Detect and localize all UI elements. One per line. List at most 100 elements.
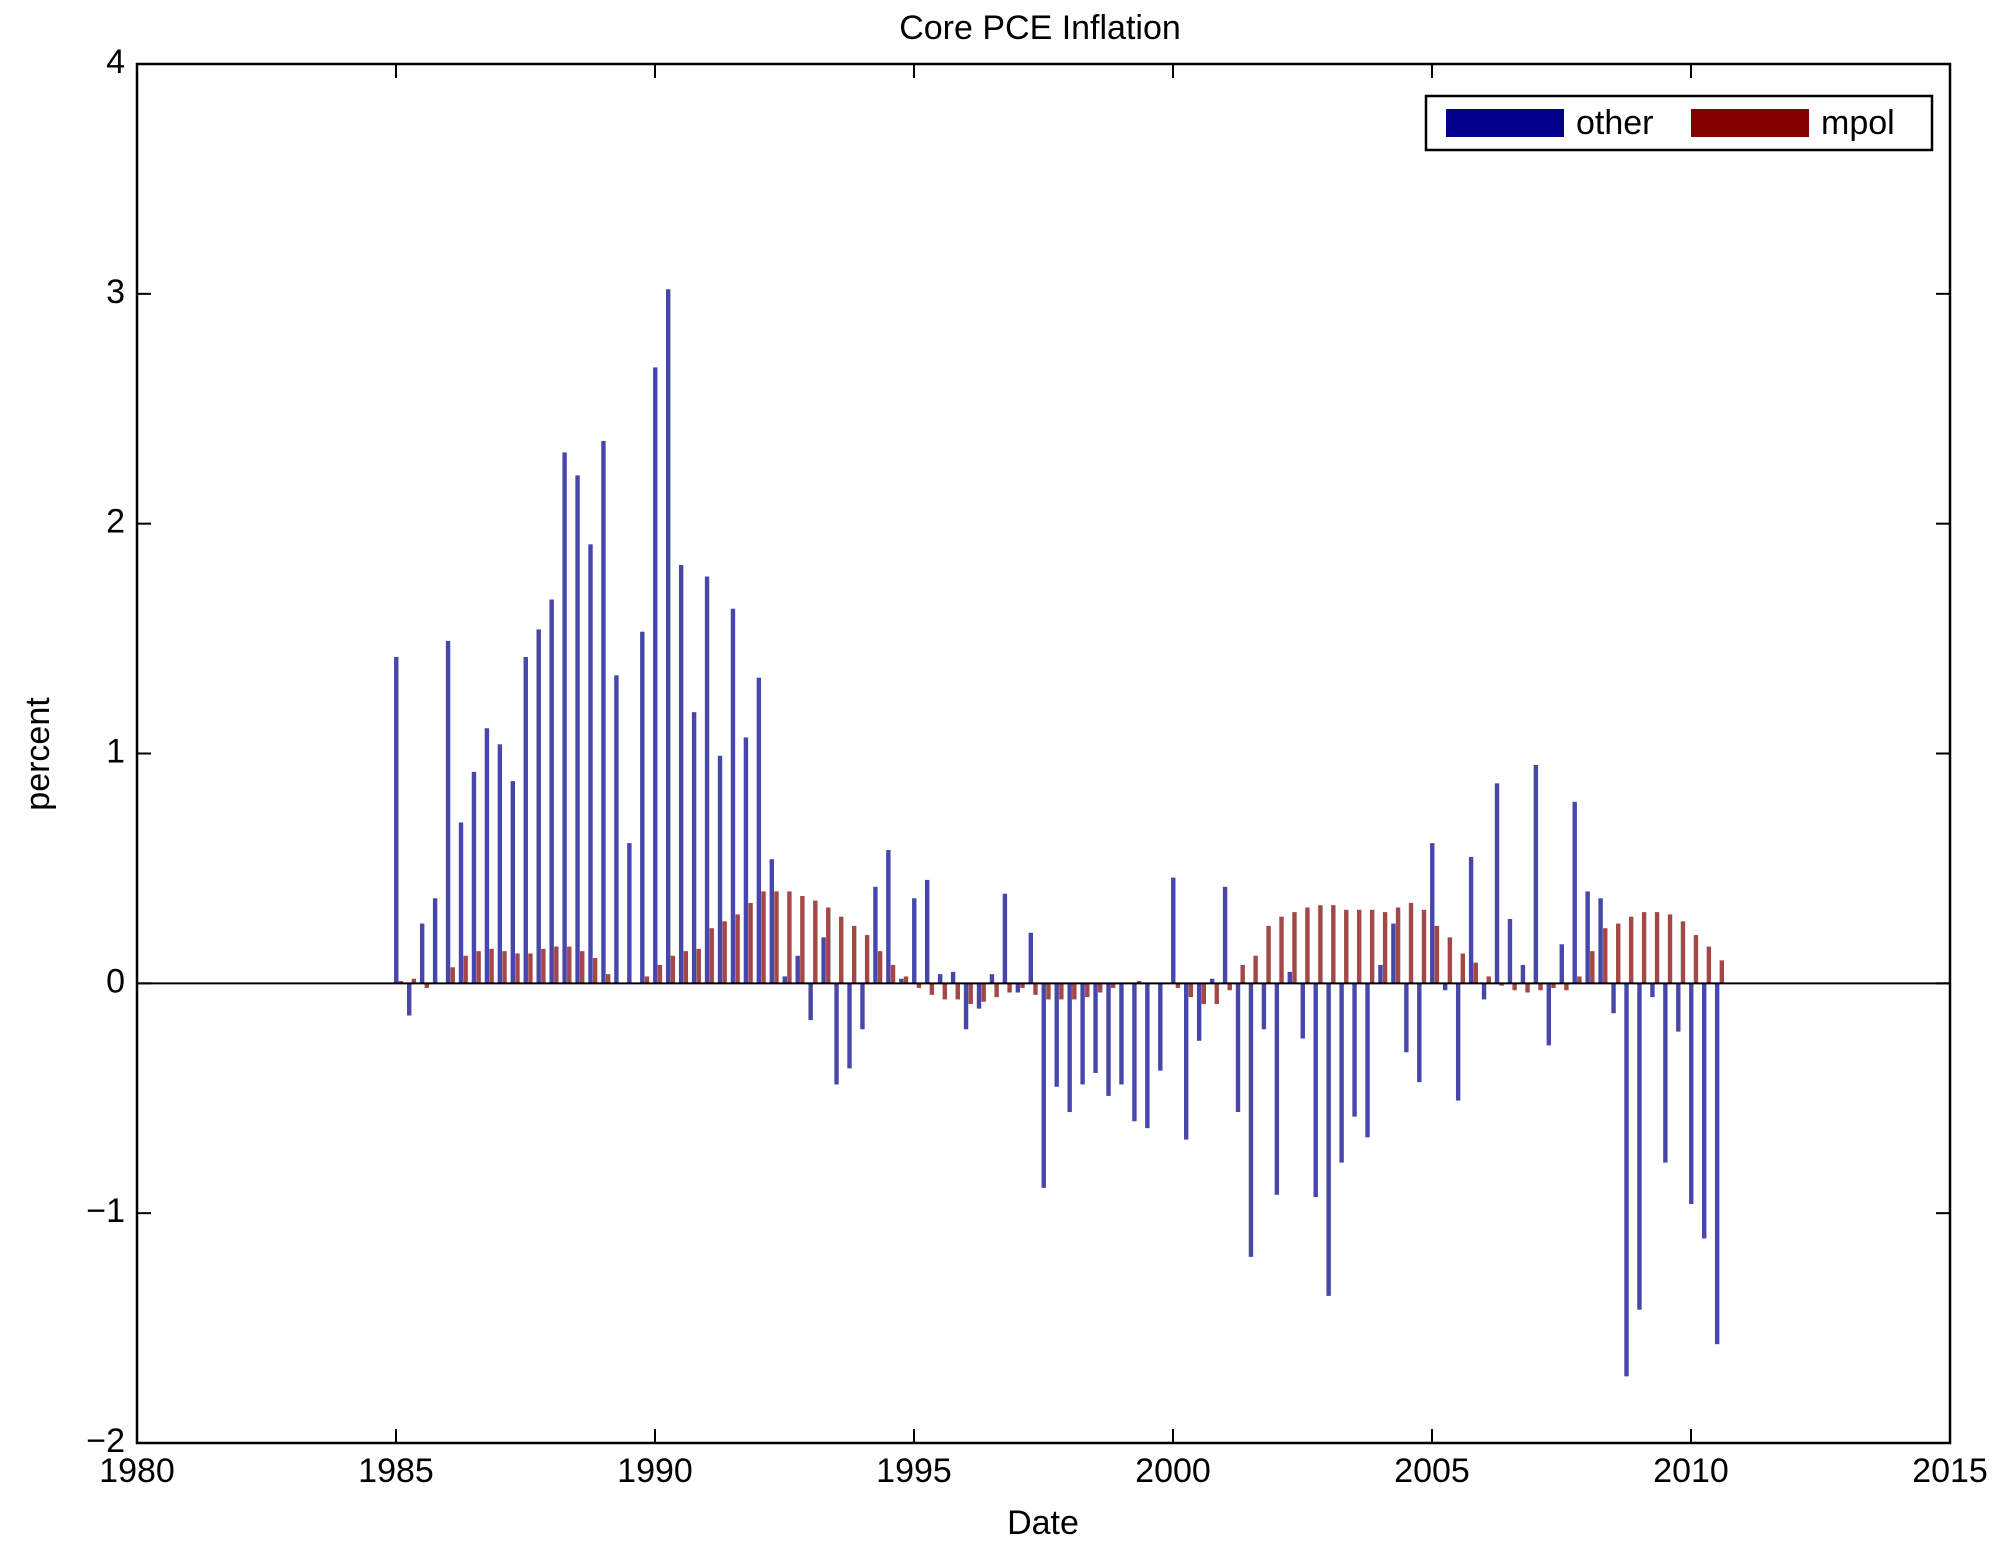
bar [1693, 935, 1699, 984]
bar [1447, 937, 1453, 984]
bar [1235, 983, 1241, 1113]
bar [1486, 976, 1491, 984]
bar [1611, 983, 1616, 1014]
bar [1015, 983, 1021, 993]
bar [497, 744, 503, 984]
bar [1520, 964, 1526, 984]
bar [976, 983, 982, 1009]
bar [834, 983, 839, 1085]
x-tick-label: 1985 [358, 1452, 434, 1490]
legend-swatch [1446, 109, 1564, 137]
bar [1628, 916, 1634, 984]
bar [1171, 877, 1176, 984]
bar [1054, 983, 1059, 1087]
bar [1318, 905, 1323, 984]
bar [644, 976, 650, 984]
bar [1430, 843, 1435, 984]
bar [1305, 907, 1310, 984]
bar [445, 640, 451, 984]
bar [1455, 983, 1461, 1101]
bar [1676, 983, 1681, 1032]
bar [1417, 983, 1422, 1083]
bar [864, 935, 870, 984]
bar [502, 951, 507, 984]
bar [627, 843, 632, 984]
bar [1331, 905, 1336, 984]
bar [1460, 953, 1466, 984]
bar [1292, 912, 1297, 984]
bar [1222, 886, 1228, 984]
bar [614, 675, 619, 984]
bar [1404, 983, 1409, 1053]
bar [808, 983, 813, 1021]
bar [1214, 983, 1219, 1005]
bar [1098, 983, 1103, 993]
bar [1279, 916, 1284, 984]
bar [735, 914, 740, 984]
bar [1106, 983, 1111, 1096]
bar [657, 964, 663, 984]
y-axis-label: percent [19, 697, 57, 811]
bar [860, 983, 865, 1030]
bar [1072, 983, 1077, 1000]
bar [592, 958, 598, 984]
bar [813, 900, 818, 984]
bar [588, 544, 593, 984]
x-tick-label: 2010 [1653, 1452, 1729, 1490]
bar [877, 951, 883, 984]
bar [666, 289, 671, 984]
y-tick-label: 2 [106, 503, 125, 541]
bar [1714, 983, 1720, 1345]
bar [1434, 925, 1440, 984]
bar [916, 983, 922, 988]
bar [549, 599, 554, 984]
bar [640, 631, 645, 984]
bar [489, 948, 494, 984]
bar [748, 902, 753, 984]
bar [1663, 983, 1668, 1163]
bar [743, 737, 749, 984]
bar [942, 983, 948, 1000]
bar [515, 953, 520, 984]
bar [1033, 983, 1038, 995]
bar [709, 928, 714, 984]
bar [1240, 964, 1245, 984]
bar [761, 891, 766, 984]
bar [1546, 983, 1552, 1046]
legend-label: mpol [1821, 104, 1895, 142]
bar [601, 440, 606, 984]
bar [1002, 893, 1008, 984]
bar [1667, 914, 1673, 984]
bar [826, 907, 831, 984]
bar [1339, 983, 1344, 1163]
bar [484, 728, 490, 984]
bar [1313, 983, 1318, 1198]
bar [1499, 983, 1504, 986]
bar [1525, 983, 1530, 993]
bar [1085, 983, 1090, 998]
bar [968, 983, 973, 1005]
bar [1110, 983, 1116, 988]
bar [575, 475, 580, 984]
bar [463, 955, 468, 984]
bar [929, 983, 935, 995]
x-tick-label: 2000 [1135, 1452, 1211, 1490]
bar [1616, 923, 1621, 984]
bar [407, 983, 412, 1016]
bar [787, 891, 792, 984]
bar [1326, 983, 1331, 1296]
bar [510, 781, 516, 984]
bar [955, 983, 960, 1000]
bar [1253, 955, 1258, 984]
bar [890, 964, 896, 984]
bar [1507, 918, 1513, 984]
bar [394, 656, 399, 984]
bar [782, 976, 787, 984]
bar [1564, 983, 1569, 991]
bar [704, 576, 710, 984]
y-tick-label: 0 [106, 962, 125, 1000]
bar [1706, 946, 1712, 984]
bar [1132, 983, 1137, 1122]
bar [523, 656, 528, 984]
